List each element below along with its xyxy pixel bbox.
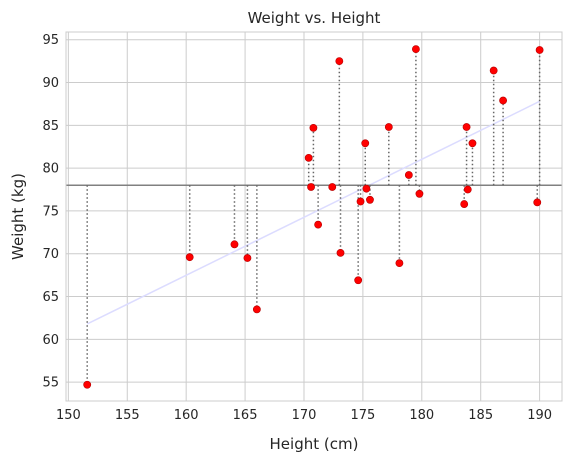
data-point bbox=[304, 153, 313, 162]
data-point bbox=[460, 200, 469, 208]
x-tick-label: 190 bbox=[527, 408, 552, 423]
y-tick-labels: 55 60 65 70 75 80 85 90 95 bbox=[42, 33, 59, 390]
data-point bbox=[230, 240, 239, 249]
x-tick-label: 170 bbox=[292, 408, 317, 423]
data-point bbox=[185, 253, 194, 262]
data-point bbox=[362, 184, 371, 193]
x-axis-label: Height (cm) bbox=[270, 435, 359, 453]
plot-area-frame bbox=[65, 31, 563, 402]
data-point bbox=[489, 66, 498, 75]
x-tick-label: 175 bbox=[350, 408, 375, 423]
data-point bbox=[252, 305, 261, 314]
data-point bbox=[415, 189, 424, 198]
y-tick-label: 75 bbox=[42, 204, 59, 219]
data-point bbox=[314, 220, 323, 229]
y-tick-label: 95 bbox=[42, 33, 59, 48]
regression-line bbox=[86, 100, 540, 325]
y-tick-label: 60 bbox=[42, 333, 59, 348]
regression-line-group bbox=[86, 100, 540, 325]
grid bbox=[66, 32, 562, 401]
data-point bbox=[468, 139, 477, 148]
y-tick-label: 90 bbox=[42, 76, 59, 91]
data-point bbox=[462, 123, 471, 131]
x-tick-label: 160 bbox=[174, 408, 199, 423]
x-tick-label: 155 bbox=[115, 408, 140, 423]
data-point bbox=[395, 259, 404, 268]
y-tick-label: 70 bbox=[42, 247, 59, 262]
y-tick-label: 80 bbox=[42, 162, 59, 177]
chart-title: Weight vs. Height bbox=[248, 9, 381, 27]
data-point bbox=[384, 123, 393, 131]
data-point bbox=[404, 171, 413, 179]
data-point bbox=[463, 185, 472, 194]
data-point bbox=[533, 198, 542, 207]
y-tick-label: 85 bbox=[42, 119, 59, 134]
data-point bbox=[356, 197, 365, 206]
data-point bbox=[309, 123, 318, 132]
data-point bbox=[412, 45, 420, 54]
data-point bbox=[335, 57, 344, 66]
x-tick-label: 180 bbox=[409, 408, 434, 423]
x-tick-labels: 150 155 160 165 170 175 180 185 190 bbox=[56, 408, 552, 423]
x-tick-label: 185 bbox=[468, 408, 493, 423]
y-tick-label: 65 bbox=[42, 290, 59, 305]
data-point bbox=[243, 254, 252, 262]
y-tick-label: 55 bbox=[42, 376, 59, 391]
data-point bbox=[361, 139, 370, 148]
x-tick-label: 165 bbox=[233, 408, 258, 423]
data-point bbox=[336, 248, 345, 257]
y-axis-label: Weight (kg) bbox=[9, 173, 27, 260]
data-point bbox=[83, 380, 92, 389]
data-point bbox=[307, 183, 315, 191]
x-tick-label: 150 bbox=[56, 408, 81, 423]
data-point bbox=[354, 276, 363, 285]
data-point bbox=[366, 195, 374, 204]
residual-lines bbox=[86, 49, 541, 385]
data-points bbox=[83, 45, 544, 389]
data-point bbox=[328, 183, 337, 191]
data-point bbox=[535, 46, 544, 54]
data-point bbox=[499, 96, 507, 105]
